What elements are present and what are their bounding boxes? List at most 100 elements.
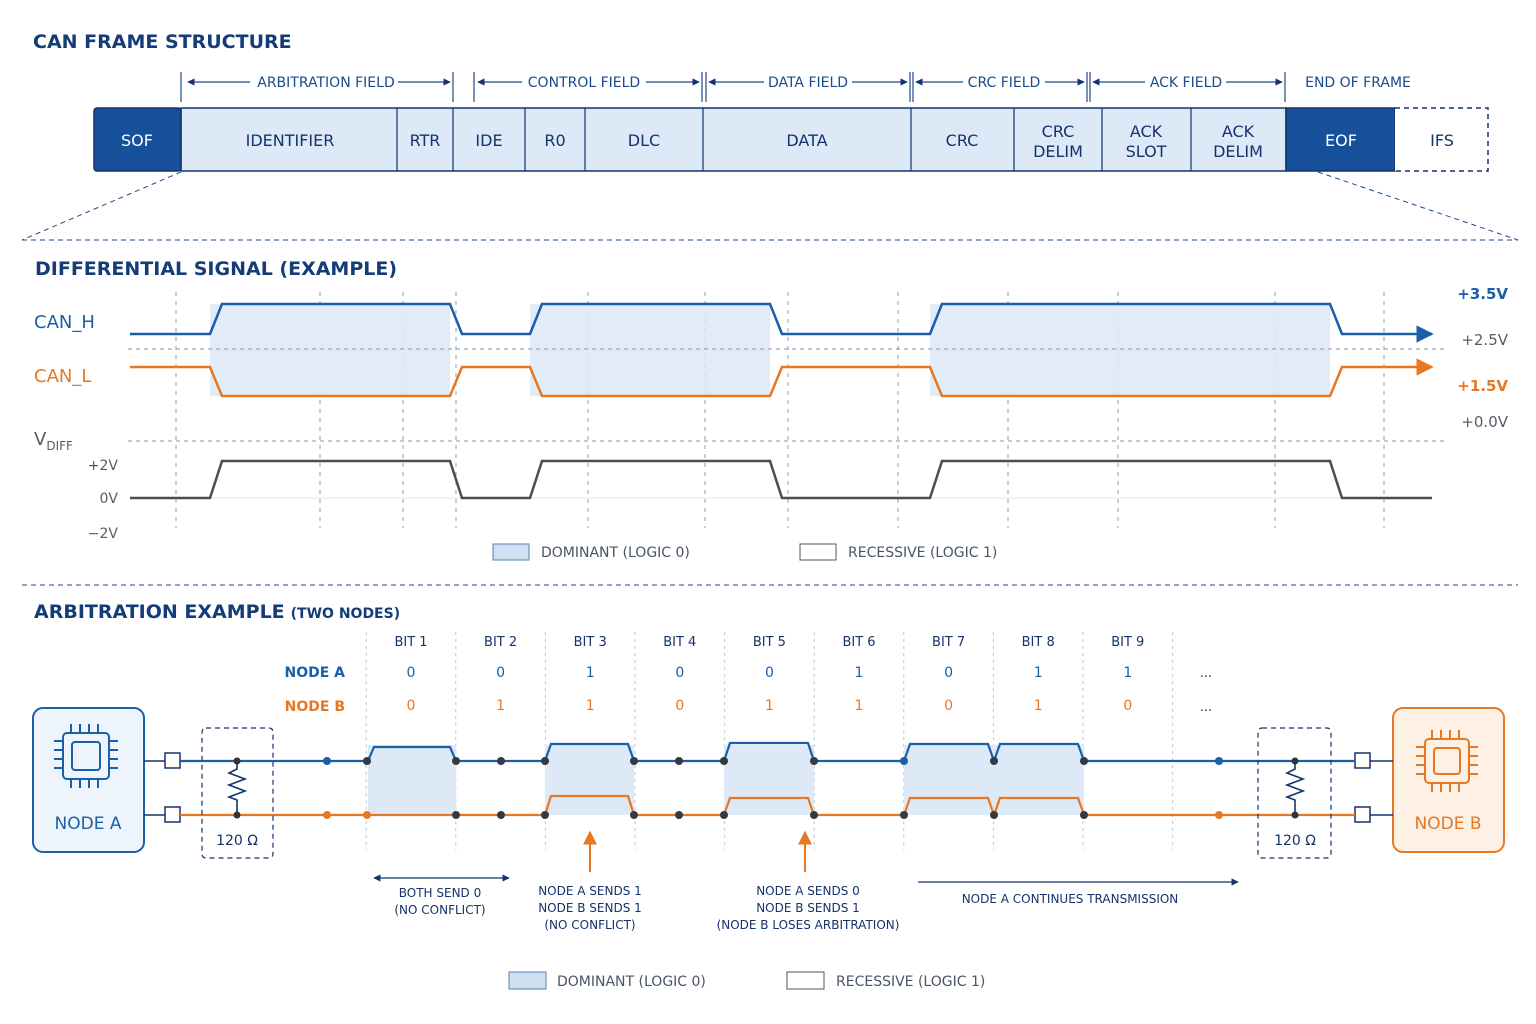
bus-h-dot [541,757,549,765]
arb-legend-recessive: RECESSIVE (LOGIC 1) [836,974,985,990]
note3-line3: (NODE B LOSES ARBITRATION) [717,918,900,932]
bus-h-dot [630,757,638,765]
bus-h-dot [990,757,998,765]
seg-sof: SOF [121,131,153,150]
end-of-frame-label: END OF FRAME [1305,75,1411,91]
bus-l-dot [675,811,683,819]
dominant-region [930,304,1330,396]
resistor-b-label: 120 Ω [1274,833,1316,849]
node-b-bit: 0 [1123,698,1132,714]
vdiff-tick-pos: +2V [88,458,119,474]
bus-l-dot [452,811,460,819]
seg-crc-delim-1: CRC [1042,122,1075,141]
node-a-box: NODE A [32,707,145,853]
bus-l-dot [810,811,818,819]
note1-line2: (NO CONFLICT) [394,903,485,917]
volt-1v5: +1.5V [1457,377,1508,395]
bus-l-dot [630,811,638,819]
node-b-label: NODE B [1415,814,1482,834]
signal-legend-dominant-swatch [492,543,530,561]
signal-legend-recessive-swatch [799,543,837,561]
node-a-bit: 0 [675,665,684,681]
bit-header: BIT 4 [663,635,696,650]
seg-eof: EOF [1325,131,1357,150]
bus-h-dot [675,757,683,765]
bus-l-dot [541,811,549,819]
node-a-bit: 1 [1123,665,1132,681]
bus-l-dot [363,811,371,819]
crc-field-label: CRC FIELD [968,75,1041,91]
bit-header: BIT 7 [932,635,965,650]
bus-h-dot [900,757,908,765]
node-a-chip-icon [54,724,118,788]
note3-line2: NODE B SENDS 1 [756,901,860,915]
node-a-bit: 1 [855,665,864,681]
node-b-bit: 1 [586,698,595,714]
dominant-fills [210,304,1330,396]
note1-line1: BOTH SEND 0 [399,886,482,900]
data-field-label: DATA FIELD [768,75,848,91]
volt-0v0: +0.0V [1461,413,1508,431]
can-h-waveform [130,302,1434,343]
seg-crc: CRC [946,131,979,150]
can-l-waveform [130,358,1434,398]
control-field-label: CONTROL FIELD [528,75,640,91]
bus-h-dot [452,757,460,765]
bus-l-dot [720,811,728,819]
bus-dots [323,757,1223,819]
node-b-bit: 1 [1034,698,1043,714]
bit-grid [365,632,1174,850]
resistor-a-label: 120 Ω [216,833,258,849]
node-a-bit: 0 [407,665,416,681]
node-b-chip-icon [1416,730,1478,792]
node-b-row-label: NODE B [285,699,345,715]
bit-header: BIT 2 [484,635,517,650]
vdiff-waveform [130,459,1432,500]
node-b-bit: 0 [944,698,953,714]
termination-b: 120 Ω [1257,727,1332,859]
note2-line1: NODE A SENDS 1 [538,884,642,898]
bus-l-dot [1215,811,1223,819]
zoom-projection [21,171,1519,241]
bit-header: BIT 8 [1022,635,1055,650]
arbitration-section: ARBITRATION EXAMPLE (TWO NODES) BIT 100BI… [32,601,1505,990]
bus-can-h-line [180,741,1355,765]
node-a-bit: 0 [944,665,953,681]
bit-header: BIT 9 [1111,635,1144,650]
field-brackets [180,72,1286,102]
bus-l-dot [1080,811,1088,819]
note3-line1: NODE A SENDS 0 [756,884,860,898]
seg-ack-delim-1: ACK [1222,122,1255,141]
bus-h-dot [497,757,505,765]
can-l-label: CAN_L [34,366,91,387]
seg-crc-delim-2: DELIM [1033,142,1083,161]
seg-ack-delim-2: DELIM [1213,142,1263,161]
frame-bar-body [180,107,1287,172]
seg-ifs: IFS [1430,131,1454,150]
seg-dlc: DLC [628,131,660,150]
bit-header: BIT 5 [753,635,786,650]
can-h-label: CAN_H [34,312,95,333]
resistor-a-icon [226,761,248,816]
bus-h-dot [323,757,331,765]
seg-ack-slot-2: SLOT [1126,142,1167,161]
node-b-bit: 1 [855,698,864,714]
node-b-bit: 1 [496,698,505,714]
node-b-ellipsis: ... [1200,700,1212,715]
frame-bar: SOF IDENTIFIER RTR IDE R0 DLC DATA CRC C… [93,107,1489,172]
bit-header: BIT 6 [842,635,875,650]
bus-l-dot [990,811,998,819]
arb-legend-dominant-swatch [508,971,547,990]
ifs-block [1395,107,1489,172]
bit-header: BIT 1 [394,635,427,650]
signal-title: DIFFERENTIAL SIGNAL (EXAMPLE) [35,258,397,280]
arb-legend-dominant: DOMINANT (LOGIC 0) [557,974,706,990]
note2-line3: (NO CONFLICT) [544,918,635,932]
arbitration-field-label: ARBITRATION FIELD [257,75,394,91]
dominant-region [210,304,450,396]
bus-h-dot [1080,757,1088,765]
node-a-bit: 1 [586,665,595,681]
vdiff-tick-neg: −2V [88,526,119,542]
bit-header: BIT 3 [574,635,607,650]
